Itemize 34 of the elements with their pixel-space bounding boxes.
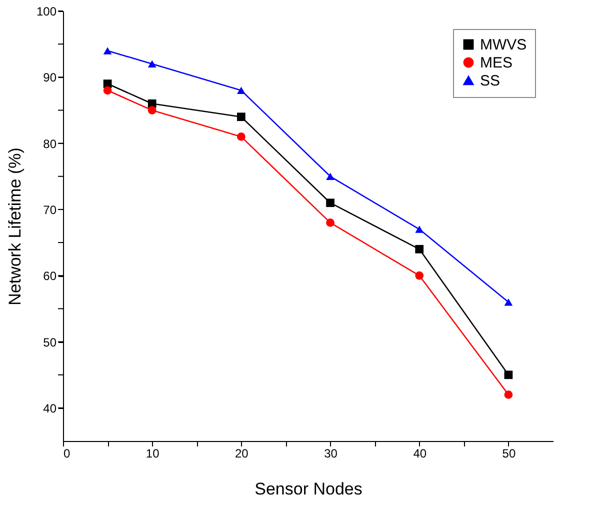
y-tick-label: 100	[36, 4, 57, 18]
legend-label: SS	[480, 72, 500, 90]
y-tick-label: 70	[43, 202, 57, 217]
x-tick-label: 10	[146, 446, 160, 460]
x-tick-label: 40	[413, 446, 427, 460]
point	[415, 244, 424, 254]
x-tick-label: 20	[235, 446, 249, 460]
x-axis-title: Sensor Nodes	[254, 480, 362, 498]
x-tick-label: 50	[502, 446, 516, 460]
y-tick-label: 60	[43, 269, 57, 284]
point	[237, 86, 246, 94]
point	[415, 271, 424, 280]
point	[415, 226, 424, 233]
point	[103, 86, 112, 95]
y-tick-label: 90	[43, 70, 57, 85]
y-tick-label: 40	[43, 401, 57, 416]
point	[237, 132, 246, 141]
point	[326, 218, 334, 227]
legend-label: MES	[480, 54, 513, 72]
y-tick-label: 80	[43, 136, 57, 151]
y-axis-title: Network Lifetime (%)	[5, 148, 24, 306]
point	[148, 60, 156, 68]
x-tick-label: 30	[324, 446, 338, 460]
point	[504, 370, 513, 380]
point	[103, 47, 112, 54]
y-tick-label: 50	[43, 335, 57, 350]
point	[326, 172, 334, 180]
point	[504, 390, 513, 399]
x-tick-label: 0	[64, 446, 70, 460]
point	[237, 112, 246, 122]
point	[504, 298, 513, 306]
point	[148, 106, 156, 114]
legend-label: MWVS	[480, 36, 527, 54]
point	[326, 198, 334, 208]
